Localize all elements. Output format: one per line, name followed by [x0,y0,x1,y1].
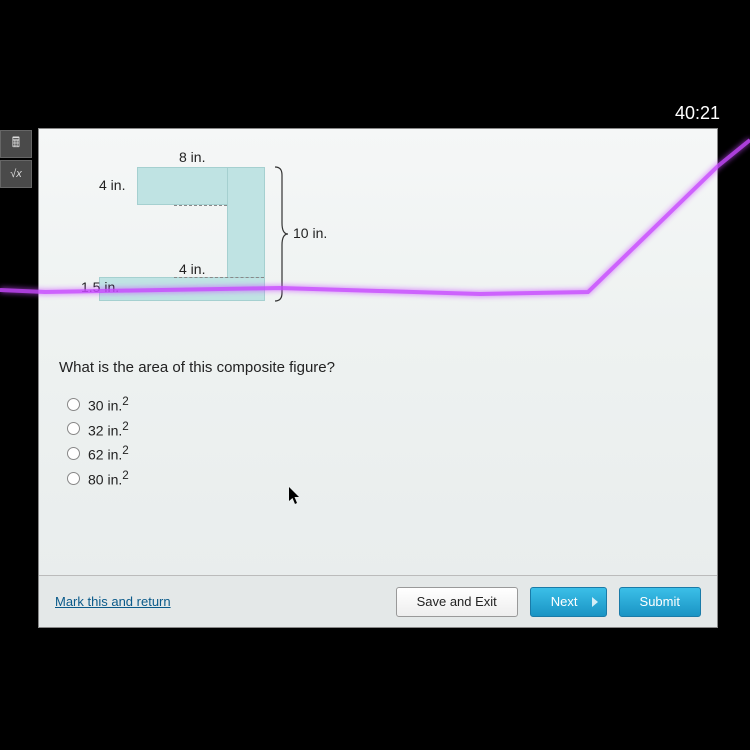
formula-button[interactable]: √x [0,160,32,188]
option-32[interactable]: 32 in.2 [67,420,129,439]
label-4in-bottom: 4 in. [179,261,205,277]
figure-dashed-upper [174,205,227,206]
label-8in: 8 in. [179,149,205,165]
figure-dashed-lower [174,277,264,278]
submit-button[interactable]: Submit [619,587,701,617]
figure-bracket [274,165,288,303]
radio-icon[interactable] [67,398,80,411]
option-80[interactable]: 80 in.2 [67,469,129,488]
option-30[interactable]: 30 in.2 [67,395,129,414]
question-panel: 8 in. 4 in. 10 in. 4 in. 1.5 in. What is… [38,128,718,628]
option-label: 80 in.2 [88,469,129,488]
timer-display: 40:21 [675,103,720,124]
option-label: 30 in.2 [88,395,129,414]
figure-rect-bottom [99,277,265,301]
composite-figure: 8 in. 4 in. 10 in. 4 in. 1.5 in. [79,149,339,329]
save-exit-button[interactable]: Save and Exit [396,587,518,617]
mark-return-link[interactable]: Mark this and return [55,594,171,609]
option-62[interactable]: 62 in.2 [67,444,129,463]
tool-sidebar: 🖩 √x [0,130,32,188]
bottom-bar: Mark this and return Save and Exit Next … [39,575,717,627]
label-4in-top: 4 in. [99,177,125,193]
answer-options: 30 in.2 32 in.2 62 in.2 80 in.2 [67,395,129,488]
figure-rect-mid [227,167,265,295]
radio-icon[interactable] [67,472,80,485]
label-10in: 10 in. [293,225,327,241]
radio-icon[interactable] [67,447,80,460]
option-label: 62 in.2 [88,444,129,463]
calculator-button[interactable]: 🖩 [0,130,32,158]
label-1-5in: 1.5 in. [81,279,119,295]
radio-icon[interactable] [67,422,80,435]
next-button[interactable]: Next [530,587,607,617]
question-text: What is the area of this composite figur… [59,359,335,376]
mouse-cursor-icon [289,487,303,510]
option-label: 32 in.2 [88,420,129,439]
